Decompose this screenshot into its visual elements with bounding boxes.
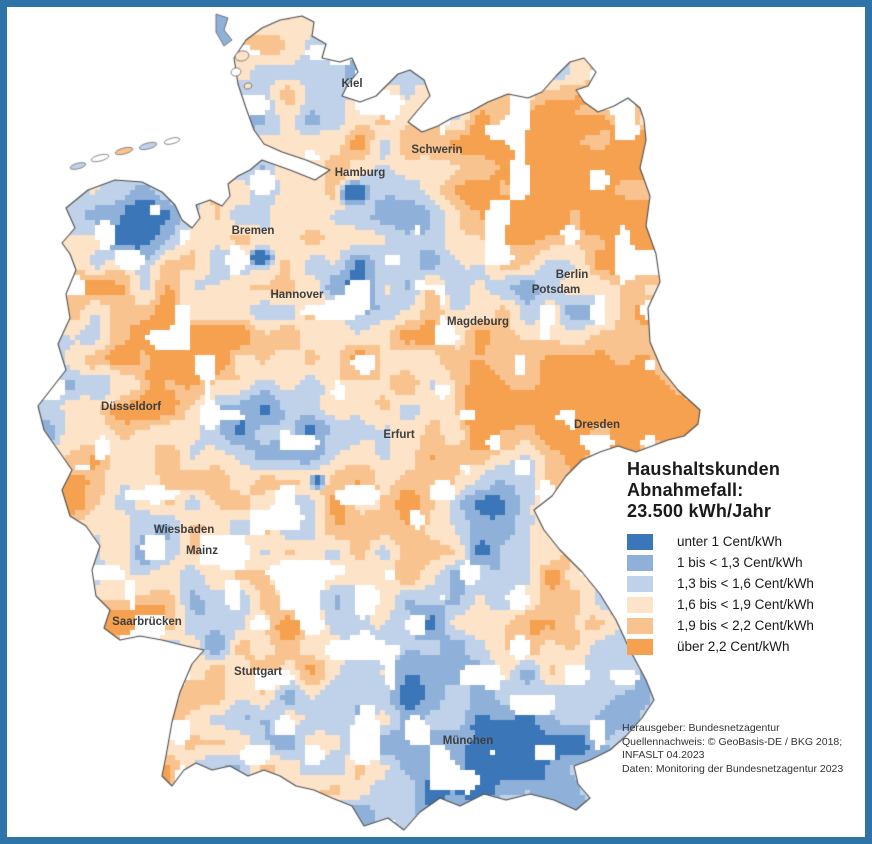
legend-items: unter 1 Cent/kWh 1 bis < 1,3 Cent/kWh 1,3 … (627, 531, 865, 657)
source-line: INFASLT 04.2023 (622, 749, 705, 761)
legend-item: unter 1 Cent/kWh (627, 531, 865, 552)
source-line: Daten: Monitoring der Bundesnetzagentur … (622, 762, 844, 775)
legend-title-line: Abnahmefall: (627, 480, 744, 500)
legend-item-label: 1,3 bis < 1,6 Cent/kWh (677, 576, 814, 591)
legend-title-line: 23.500 kWh/Jahr (627, 501, 772, 521)
legend-item: 1,9 bis < 2,2 Cent/kWh (627, 615, 865, 636)
source-line: Quellennachweis: © GeoBasis-DE / BKG 201… (622, 735, 843, 748)
legend-swatch (627, 638, 653, 655)
legend-swatch (627, 617, 653, 634)
legend-item: 1,3 bis < 1,6 Cent/kWh (627, 573, 865, 594)
legend-item: 1,6 bis < 1,9 Cent/kWh (627, 594, 865, 615)
legend-item-label: 1 bis < 1,3 Cent/kWh (677, 555, 803, 570)
germany-choropleth-map (7, 7, 865, 837)
legend-item: über 2,2 Cent/kWh (627, 636, 865, 657)
legend-item-label: über 2,2 Cent/kWh (677, 639, 790, 654)
legend-item-label: 1,9 bis < 2,2 Cent/kWh (677, 618, 814, 633)
legend-title-line: Haushaltskunden (627, 459, 781, 479)
legend-item: 1 bis < 1,3 Cent/kWh (627, 552, 865, 573)
legend-item-label: unter 1 Cent/kWh (677, 534, 783, 549)
source-note: Herausgeber: Bundesnetzagentur Quellenna… (622, 722, 865, 776)
source-line: Herausgeber: Bundesnetzagentur (622, 722, 780, 734)
legend-title: Haushaltskunden Abnahmefall: 23.500 kWh/… (627, 459, 865, 522)
legend-swatch (627, 533, 653, 550)
legend-swatch (627, 575, 653, 592)
legend-swatch (627, 596, 653, 613)
legend: Haushaltskunden Abnahmefall: 23.500 kWh/… (627, 459, 865, 657)
legend-item-label: 1,6 bis < 1,9 Cent/kWh (677, 597, 814, 612)
legend-swatch (627, 554, 653, 571)
